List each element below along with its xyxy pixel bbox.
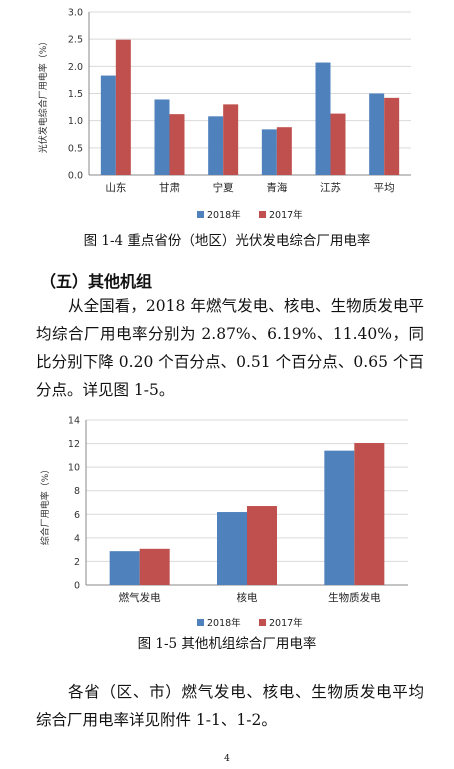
c1-x-tick-label: 山东 [105, 181, 126, 194]
c1-x-tick-label: 平均 [374, 182, 395, 194]
paragraph-1: 从全国看，2018 年燃气发电、核电、生物质发电平均综合厂用电率分别为 2.87… [36, 292, 424, 404]
paragraph-1-text: 从全国看，2018 年燃气发电、核电、生物质发电平均综合厂用电率分别为 2.87… [36, 297, 424, 399]
c1-bar-series2 [223, 104, 239, 175]
chart2-legend: 2018年 2017年 [197, 617, 303, 629]
c1-legend-swatch [259, 211, 266, 218]
c1-bar-series2 [276, 127, 292, 175]
c1-x-tick-label: 江苏 [320, 181, 341, 194]
c2-bar-series1 [324, 450, 355, 585]
section-heading: （五）其他机组 [40, 272, 153, 291]
paragraph-2: 各省（区、市）燃气发电、核电、生物质发电平均综合厂用电率详见附件 1-1、1-2… [36, 678, 424, 734]
c1-bar-series2 [384, 97, 400, 175]
c1-bar-series1 [208, 116, 224, 175]
chart1-y-axis-label: 光伏发电综合厂用电率（%） [37, 37, 49, 154]
c1-bar-series1 [369, 93, 385, 175]
figure-1-4-caption: 图 1-4 重点省份（地区）光伏发电综合厂用电率 [83, 233, 371, 249]
c1-x-tick-label: 甘肃 [159, 181, 180, 194]
c2-x-tick-label: 燃气发电 [119, 591, 161, 604]
c1-bar-series2 [330, 113, 346, 175]
c2-y-tick-label: 12 [68, 439, 80, 450]
c1-bar-series1 [100, 75, 116, 175]
c1-legend-label: 2018年 [207, 209, 241, 221]
c2-y-tick-label: 10 [68, 463, 80, 474]
c1-bar-series1 [315, 62, 331, 175]
c2-y-tick-label: 0 [74, 581, 80, 592]
c1-legend-label: 2017年 [269, 209, 303, 221]
c1-x-tick-label: 青海 [266, 181, 287, 194]
c2-x-tick-label: 生物质发电 [328, 591, 381, 604]
paragraph-2-text: 各省（区、市）燃气发电、核电、生物质发电平均综合厂用电率详见附件 1-1、1-2… [36, 683, 424, 729]
c2-legend-swatch [259, 619, 266, 626]
c2-legend-swatch [197, 619, 204, 626]
c1-legend-swatch [197, 211, 204, 218]
c2-bar-series2 [354, 442, 385, 585]
c1-y-tick-label: 0.5 [68, 143, 83, 154]
figure-1-5-caption: 图 1-5 其他机组综合厂用电率 [137, 636, 317, 652]
c1-y-tick-label: 1.0 [68, 116, 83, 127]
chart2-y-axis-label: 综合厂用电率（%） [39, 465, 51, 546]
c2-bar-series2 [139, 548, 170, 585]
c2-legend-label: 2017年 [269, 617, 303, 629]
solar-usage-rate-chart: 0.0 0.5 1.0 1.5 2.0 2.5 3.0 山东 甘肃 宁夏 青海 江苏 平均 光伏发电综… [37, 8, 411, 221]
c2-y-tick-label: 14 [68, 416, 80, 427]
c1-y-tick-label: 2.5 [68, 35, 83, 46]
c2-legend-label: 2018年 [207, 617, 241, 629]
c1-y-tick-label: 1.5 [68, 89, 83, 100]
c1-y-tick-label: 3.0 [68, 8, 83, 19]
c2-bar-series1 [217, 512, 247, 585]
c1-bar-series1 [261, 129, 277, 175]
page-number: 4 [224, 754, 230, 764]
c1-y-tick-label: 2.0 [68, 62, 83, 73]
c2-y-tick-label: 4 [74, 533, 80, 544]
c1-x-tick-label: 宁夏 [213, 181, 234, 194]
c2-y-tick-label: 8 [74, 486, 80, 497]
c2-y-tick-label: 2 [74, 557, 80, 568]
c2-bar-series2 [247, 506, 277, 585]
chart1-legend: 2018年 2017年 [197, 209, 303, 221]
c1-y-tick-label: 0.0 [68, 171, 83, 182]
c1-bar-series1 [154, 99, 170, 175]
c1-bar-series2 [115, 39, 131, 176]
c2-y-tick-label: 6 [74, 510, 80, 521]
c2-x-tick-label: 核电 [237, 591, 258, 604]
c2-bar-series1 [109, 551, 140, 585]
c1-bar-series2 [169, 114, 185, 175]
